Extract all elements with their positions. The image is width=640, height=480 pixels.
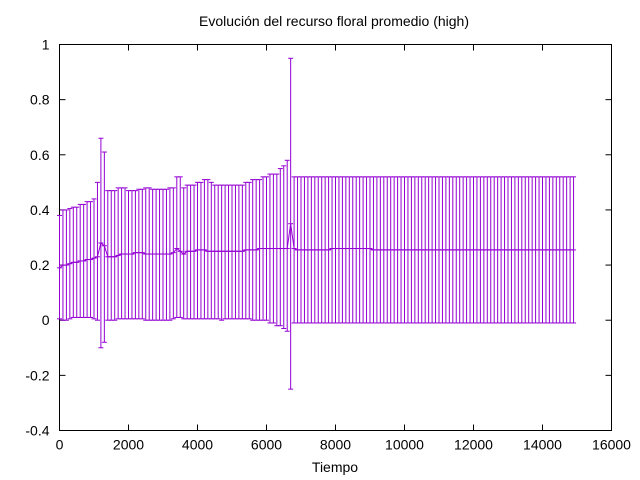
error-bar [115,187,121,320]
error-bar [57,214,62,320]
error-bar [212,184,218,320]
error-bar [184,184,190,320]
error-bar [219,184,225,321]
error-bar [208,181,214,320]
error-bar [205,179,211,320]
error-bar [132,190,138,320]
y-tick-label: 0 [42,312,50,328]
error-bar [160,188,166,321]
error-bar [177,176,183,318]
y-tick-label: 0.8 [30,92,50,108]
x-tick-label: 4000 [182,437,213,453]
x-tick-label: 16000 [592,437,631,453]
error-bar [129,190,135,320]
error-bar [108,190,114,321]
error-bar [157,188,163,321]
error-bar [181,187,187,320]
axis-ticks: 0 2000 4000 6000 8000 10000 12000 14000 16000 -0.… [25,37,631,453]
error-bar [229,184,235,320]
y-tick-label: 1 [42,37,50,53]
error-bar [222,184,228,320]
error-bar [350,176,356,324]
error-bar [343,176,349,324]
error-bar [226,184,232,320]
error-bar [150,188,156,321]
series-layer [59,223,574,269]
x-axis-label: Tiempo [312,459,358,475]
x-tick-label: 6000 [251,437,282,453]
error-bar [339,176,345,324]
error-bar [188,184,194,320]
error-bar [333,176,338,324]
x-tick-label: 0 [56,437,64,453]
error-bar [346,176,352,324]
y-tick-label: -0.2 [25,367,49,383]
error-bar [281,165,287,329]
x-tick-label: 8000 [320,437,351,453]
error-bar [353,176,359,324]
error-bar [239,184,245,320]
error-bars [57,57,577,390]
x-tick-label: 10000 [385,437,424,453]
x-tick-label: 12000 [454,437,493,453]
error-bar [215,184,221,320]
x-tick-label: 14000 [523,437,562,453]
error-bar [236,184,242,320]
error-bar [191,184,197,320]
error-bar [201,179,207,320]
y-tick-label: 0.4 [30,202,50,218]
error-bar [360,176,366,324]
x-tick-label: 2000 [113,437,144,453]
error-bar [232,184,238,320]
error-bar [357,176,363,324]
error-bar [274,173,280,327]
error-bar [163,188,169,321]
error-bar [364,176,370,324]
chart-title: Evolución del recurso floral promedio (h… [199,13,469,29]
error-bar [174,176,180,318]
y-tick-label: -0.4 [25,423,49,439]
error-bar [277,168,283,327]
y-tick-label: 0.2 [30,257,50,273]
y-tick-label: 0.6 [30,147,50,163]
error-bar [126,190,131,320]
error-bar [136,188,142,320]
error-bar [153,188,159,321]
error-bar [246,181,252,320]
error-bar [119,187,125,320]
series-line [59,223,574,269]
error-bar [198,181,204,320]
error-bar [336,176,342,324]
error-bar [122,187,128,320]
